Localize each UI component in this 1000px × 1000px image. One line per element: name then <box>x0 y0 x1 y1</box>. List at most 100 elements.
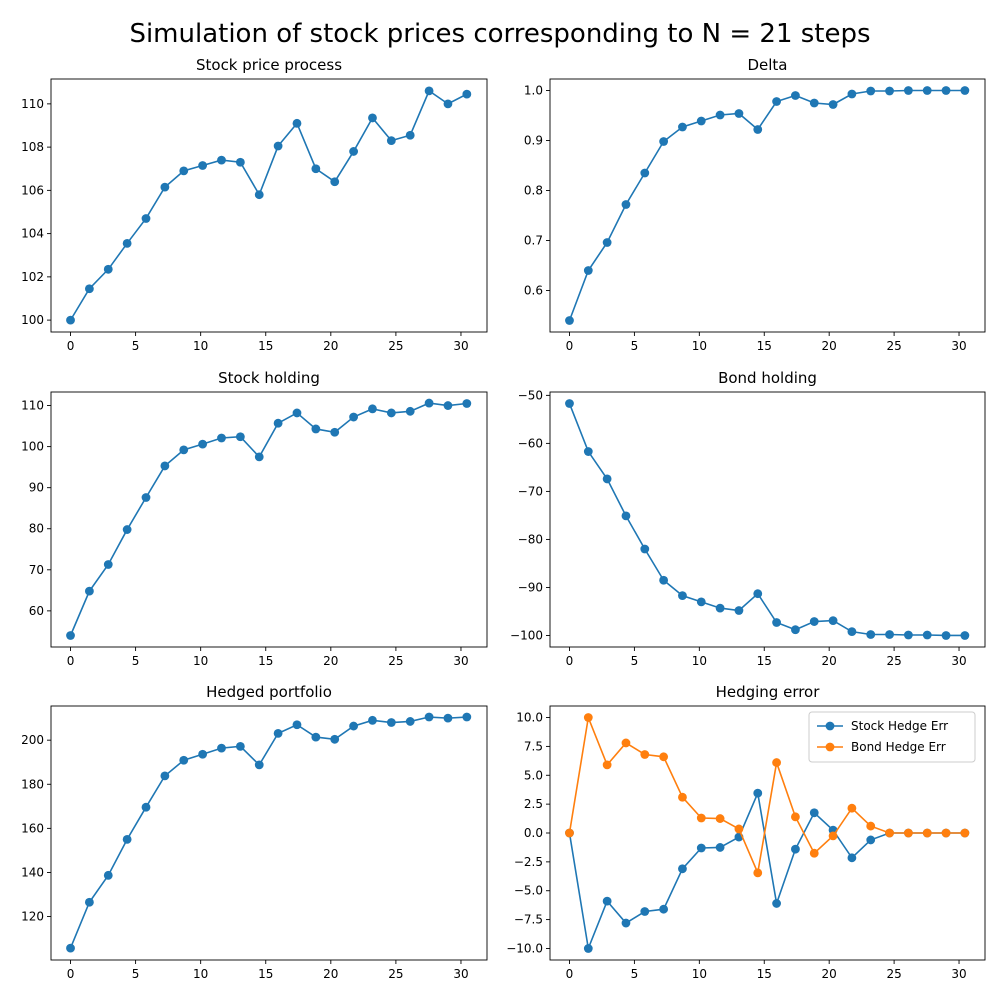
subplot-4-xtick-label: 5 <box>631 654 639 668</box>
subplot-1-ytick-label: 110 <box>21 97 44 111</box>
subplot-5-series-1-point <box>330 734 340 744</box>
subplot-5-xtick-label: 0 <box>67 967 75 981</box>
subplot-3-series-1-point <box>405 406 415 416</box>
subplot-2-xtick-label: 30 <box>951 339 966 353</box>
subplot-2: Delta 0 5 10 15 20 25 30 0.6 0.7 0.8 0.9 1.0 <box>524 56 986 353</box>
subplot-1-ytick-label: 104 <box>21 227 44 241</box>
subplot-1-series-1-point <box>217 155 226 165</box>
subplot-6-series-1-point <box>583 944 593 953</box>
subplot-5-series-1-point <box>368 715 377 725</box>
subplot-6-xtick-label: 0 <box>566 967 574 981</box>
subplot-6-series-1-point <box>753 788 763 798</box>
subplot-6-series-2-point <box>903 828 913 838</box>
subplot-3-ytick-label: 70 <box>29 563 44 577</box>
subplot-6-series-2-point <box>791 812 800 822</box>
subplot-6-xtick-label: 30 <box>951 967 966 981</box>
subplot-4-series-1-point <box>922 630 932 640</box>
subplot-4-series-1-point <box>678 591 687 601</box>
subplot-2-series-1-point <box>696 116 706 126</box>
subplot-6-series-2-point <box>621 738 631 748</box>
subplot-3-series-1-point <box>330 427 340 437</box>
subplot-2-series-1-point <box>659 137 669 146</box>
subplot-4-series-1-point <box>847 627 857 637</box>
subplot-5-series-1-point <box>66 943 75 953</box>
subplot-2-ytick-label: 0.9 <box>524 134 543 148</box>
subplot-5-ytick-label: 200 <box>21 733 44 747</box>
subplot-3-xtick-label: 5 <box>132 654 140 668</box>
subplot-6-ytick-label: −10.0 <box>506 941 543 955</box>
subplot-3-xtick-label: 15 <box>258 654 273 668</box>
subplot-3-series-1-point <box>217 433 226 443</box>
subplot-6-series-2-point <box>583 713 593 722</box>
subplot-1-series-1-line <box>69 89 468 321</box>
subplot-2-series-1-point <box>640 168 650 178</box>
subplot-5-series-1-point <box>349 721 358 731</box>
subplot-4-series-1-point <box>621 511 631 521</box>
subplot-4-series-1-point <box>715 603 725 613</box>
subplot-6-ytick-label: 10.0 <box>516 711 543 725</box>
subplot-5-ytick-label: 180 <box>21 777 44 791</box>
subplot-6-series-2-point <box>640 750 650 759</box>
subplot-1-series-1-point <box>179 166 189 176</box>
subplot-1-xtick-label: 0 <box>67 339 75 353</box>
subplot-3-series-1-point <box>66 631 75 640</box>
subplot-3-ytick-label: 60 <box>29 604 44 618</box>
subplot-1-series-1-point <box>235 157 245 167</box>
subplot-6-ytick-label: 5.0 <box>524 768 543 782</box>
subplot-2-series-1-point <box>621 200 631 209</box>
subplot-1-series-1-point <box>254 190 264 200</box>
subplot-3-series-1-point <box>443 401 453 410</box>
subplot-4-series-1-line <box>568 403 965 637</box>
subplot-6-ytick-label: 2.5 <box>524 797 543 811</box>
subplot-2-ytick-label: 1.0 <box>524 84 543 98</box>
subplot-3-series-1-point <box>103 560 113 569</box>
subplot-4-series-1-point <box>565 399 574 408</box>
subplot-1-xtick-label: 10 <box>193 339 208 353</box>
subplot-3-xtick-label: 10 <box>193 654 208 668</box>
subplot-6-series-1-point <box>659 904 669 914</box>
subplot-3-series-1-point <box>292 408 302 418</box>
subplot-6-xtick-label: 10 <box>692 967 707 981</box>
subplot-1-axes-frame <box>50 78 488 333</box>
subplot-6-series-1-point <box>602 896 612 906</box>
subplot-3-series-1-point <box>160 461 170 471</box>
subplot-3-series-1-point <box>273 418 283 428</box>
subplot-5-series-1-point <box>386 718 396 727</box>
subplot-3-ytick-label: 100 <box>21 440 44 454</box>
subplot-1-ytick-label: 106 <box>21 183 44 197</box>
subplot-2-series-1-point <box>941 86 951 95</box>
subplot-2-ytick-label: 0.7 <box>524 234 543 248</box>
subplot-4-axes-frame <box>549 391 986 648</box>
subplot-3-series-1-point <box>122 525 132 534</box>
subplot-6-ytick-label: −2.5 <box>514 855 543 869</box>
subplot-6-series-1-point <box>696 843 706 853</box>
subplot-3-series-1-line <box>69 402 467 636</box>
subplot-1-series-1-point <box>424 86 434 96</box>
subplot-6-legend-label: Bond Hedge Err <box>851 740 946 754</box>
subplot-5-series-1-point <box>122 834 132 844</box>
subplot-3-series-1-point <box>84 586 94 596</box>
subplot-4-series-1-point <box>772 618 781 627</box>
subplot-3-xtick-label: 20 <box>323 654 338 668</box>
subplot-5-series-1-point <box>198 749 208 759</box>
subplot-6-series-1-point <box>866 835 876 845</box>
subplot-2-xtick-label: 25 <box>886 339 901 353</box>
subplot-6-xtick-label: 5 <box>631 967 639 981</box>
subplot-6-series-1-point <box>640 907 650 916</box>
subplot-6-series-1-point <box>772 899 781 908</box>
subplot-4-series-1-point <box>753 589 763 599</box>
subplot-6-series-2-point <box>885 828 894 838</box>
subplot-1-xtick-label: 20 <box>323 339 338 353</box>
subplot-6-series-2-point <box>715 814 725 823</box>
subplot-2-xtick-label: 20 <box>822 339 837 353</box>
subplot-1-series-1-point <box>311 164 321 174</box>
subplot-4-series-1-point <box>734 606 744 615</box>
subplot-5-ytick-label: 160 <box>21 821 44 835</box>
subplot-2-ytick-label: 0.6 <box>524 284 543 298</box>
subplot-2-xtick-label: 5 <box>631 339 639 353</box>
subplot-1-ytick-label: 100 <box>21 313 44 327</box>
subplot-1-series-1-point <box>368 113 377 123</box>
subplot-3-series-1-point <box>141 493 151 502</box>
